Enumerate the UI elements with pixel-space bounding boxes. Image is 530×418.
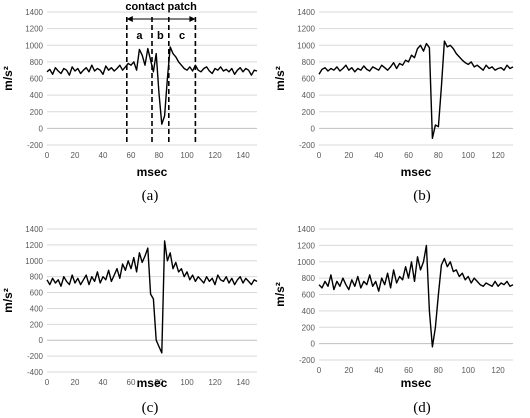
region-label: a — [136, 30, 143, 42]
y-tick-label: 0 — [311, 124, 316, 133]
y-tick-label: 800 — [302, 274, 316, 283]
y-tick-label: 200 — [302, 323, 316, 332]
x-tick-label: 40 — [99, 151, 108, 160]
y-tick-label: 1000 — [25, 257, 43, 266]
y-tick-label: 1200 — [25, 241, 43, 250]
acceleration-series-line — [318, 40, 514, 140]
y-tick-label: 200 — [30, 108, 44, 117]
left-arrowhead-icon — [126, 16, 133, 22]
y-tick-label: 1400 — [25, 225, 43, 234]
x-axis-label: msec — [401, 165, 432, 179]
region-label: b — [157, 30, 164, 42]
x-tick-label: 140 — [236, 378, 250, 387]
panel-caption: (d) — [413, 400, 431, 416]
y-tick-label: 1200 — [25, 25, 43, 34]
x-tick-label: 120 — [491, 366, 505, 375]
x-axis-label: msec — [137, 165, 168, 179]
y-tick-label: -200 — [299, 141, 316, 150]
y-tick-label: 0 — [39, 124, 44, 133]
y-tick-label: 1000 — [297, 41, 315, 50]
x-tick-label: 80 — [434, 151, 443, 160]
y-tick-label: -200 — [27, 141, 44, 150]
y-tick-label: 400 — [302, 307, 316, 316]
y-tick-label: 200 — [302, 108, 316, 117]
y-tick-label: -200 — [299, 356, 316, 365]
y-tick-label: 800 — [302, 58, 316, 67]
y-axis-label: m/s² — [1, 66, 15, 91]
x-tick-label: 80 — [155, 151, 164, 160]
y-tick-label: 0 — [311, 340, 316, 349]
y-tick-label: 1200 — [297, 25, 315, 34]
y-tick-label: -400 — [27, 368, 44, 377]
y-tick-label: 1400 — [25, 8, 43, 17]
y-tick-label: 800 — [30, 273, 44, 282]
y-tick-label: 600 — [30, 289, 44, 298]
y-tick-label: 1000 — [297, 258, 315, 267]
x-tick-label: 100 — [180, 151, 194, 160]
x-tick-label: 60 — [404, 151, 413, 160]
x-tick-label: 140 — [236, 151, 250, 160]
y-tick-label: 0 — [39, 336, 44, 345]
x-tick-label: 40 — [99, 378, 108, 387]
y-tick-label: 200 — [30, 320, 44, 329]
x-tick-label: 20 — [344, 366, 353, 375]
x-tick-label: 100 — [180, 378, 194, 387]
y-axis-label: m/s² — [273, 66, 287, 91]
right-arrowhead-icon — [189, 16, 196, 22]
acceleration-series-line — [46, 240, 258, 354]
x-tick-label: 0 — [317, 151, 322, 160]
x-tick-label: 0 — [45, 151, 50, 160]
x-tick-label: 60 — [127, 151, 136, 160]
x-axis-label: msec — [137, 376, 168, 390]
x-tick-label: 60 — [404, 366, 413, 375]
x-tick-label: 120 — [208, 151, 222, 160]
panel-caption: (b) — [413, 188, 431, 204]
y-axis-label: m/s² — [273, 282, 287, 307]
y-tick-label: 1400 — [297, 225, 315, 234]
x-tick-label: 100 — [462, 366, 476, 375]
x-tick-label: 20 — [344, 151, 353, 160]
y-tick-label: 1400 — [297, 8, 315, 17]
x-axis-label: msec — [401, 376, 432, 390]
panel-caption: (a) — [142, 188, 159, 204]
y-tick-label: 1200 — [297, 241, 315, 250]
y-tick-label: 400 — [30, 304, 44, 313]
x-tick-label: 60 — [127, 378, 136, 387]
y-tick-label: 400 — [30, 91, 44, 100]
y-tick-label: 400 — [302, 91, 316, 100]
contact-patch-label: contact patch — [125, 1, 197, 13]
x-tick-label: 120 — [208, 378, 222, 387]
chart-panel-c: -400 -200 0 200 400 600 800 1000 1200 1400 0 20 40 60… — [1, 225, 258, 416]
x-tick-label: 40 — [374, 366, 383, 375]
y-tick-label: 600 — [302, 291, 316, 300]
y-tick-label: 1000 — [25, 41, 43, 50]
acceleration-series-line — [318, 244, 514, 348]
x-tick-label: 20 — [71, 378, 80, 387]
panel-caption: (c) — [142, 400, 159, 416]
region-label: c — [179, 30, 185, 42]
y-tick-label: 600 — [302, 75, 316, 84]
x-tick-label: 80 — [434, 366, 443, 375]
x-tick-label: 120 — [491, 151, 505, 160]
y-tick-label: 600 — [30, 75, 44, 84]
x-tick-label: 0 — [45, 378, 50, 387]
x-tick-label: 0 — [317, 366, 322, 375]
y-tick-label: -200 — [27, 352, 44, 361]
y-axis-label: m/s² — [1, 288, 15, 313]
x-tick-label: 40 — [374, 151, 383, 160]
x-tick-label: 20 — [71, 151, 80, 160]
y-tick-label: 800 — [30, 58, 44, 67]
x-tick-label: 100 — [462, 151, 476, 160]
x-tick-label: 80 — [155, 378, 164, 387]
